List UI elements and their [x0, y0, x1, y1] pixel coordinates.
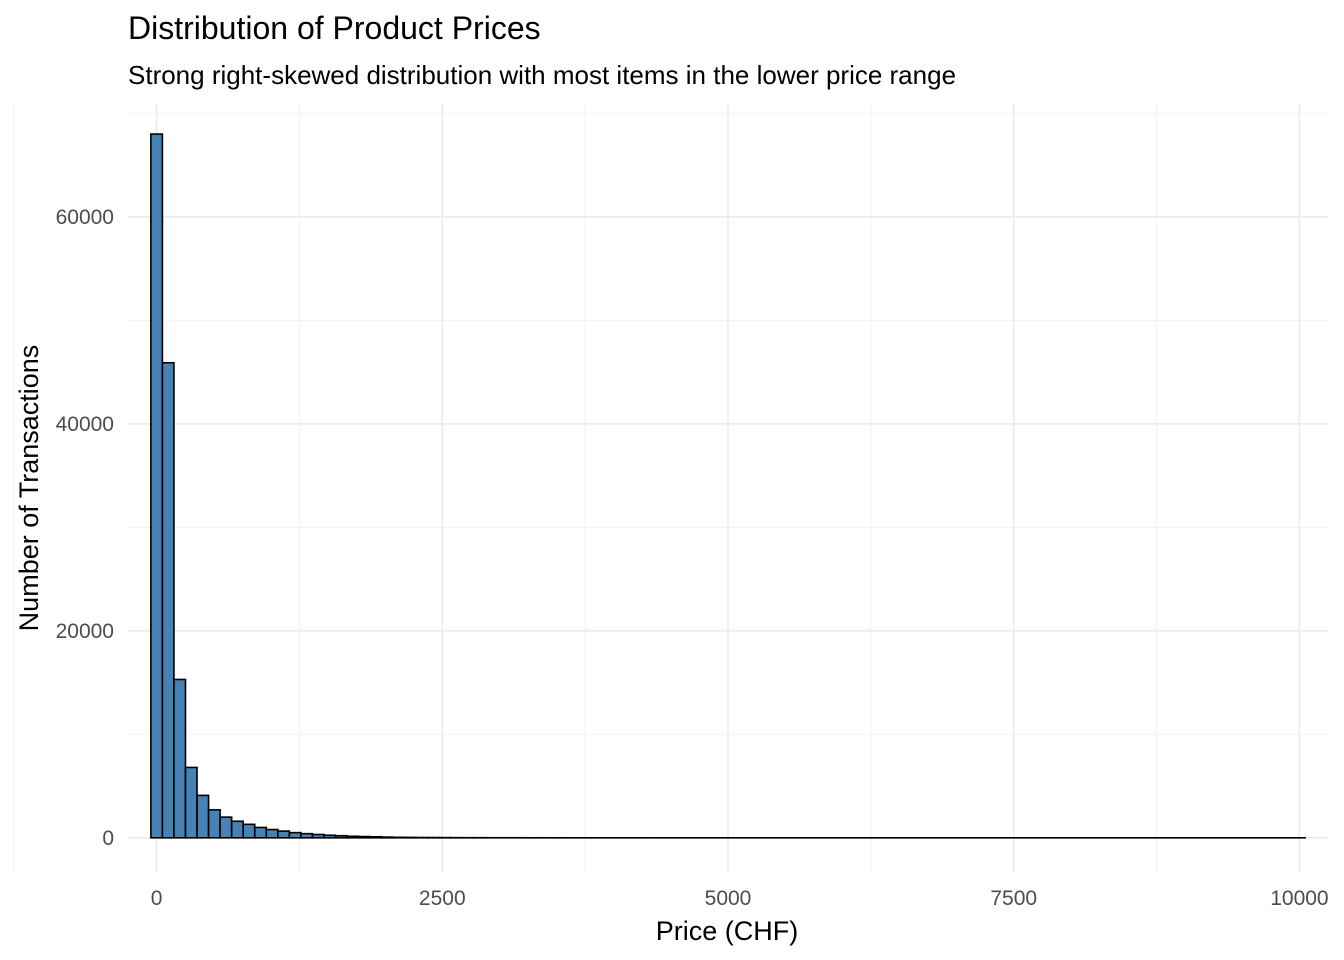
- histogram-bar: [288, 831, 302, 839]
- chart-title: Distribution of Product Prices: [128, 10, 541, 46]
- histogram-bar: [173, 678, 187, 839]
- histogram-bar: [380, 836, 395, 839]
- y-tick-label: 60000: [56, 206, 114, 229]
- histogram-bar: [253, 826, 268, 839]
- x-tick-label: 0: [151, 887, 163, 910]
- histogram-bar: [230, 820, 245, 839]
- y-tick-label: 0: [102, 827, 114, 850]
- histogram-bar: [369, 835, 383, 839]
- x-tick-label: 10000: [1270, 887, 1328, 910]
- histogram-bar: [334, 834, 348, 839]
- chart-subtitle: Strong right-skewed distribution with mo…: [128, 60, 957, 90]
- y-tick-label: 40000: [56, 413, 114, 436]
- histogram-bar: [392, 836, 406, 839]
- histogram-bar: [311, 833, 325, 839]
- histogram-bar: [207, 809, 221, 839]
- x-axis-tick-labels: 0 2500 5000 7500 10000: [151, 887, 1329, 910]
- histogram-bar: [300, 832, 314, 839]
- histogram-bar: [277, 830, 291, 839]
- x-axis-title: Price (CHF): [656, 916, 799, 946]
- y-axis-tick-labels: 0 20000 40000 60000: [56, 206, 114, 850]
- histogram-bar: [219, 816, 233, 839]
- histogram-bar: [265, 828, 279, 839]
- histogram-bars: [150, 133, 1306, 839]
- histogram-bar: [346, 835, 360, 839]
- minor-gridlines: [13, 103, 1328, 873]
- y-axis-title: Number of Transactions: [14, 345, 44, 632]
- histogram-bar: [161, 361, 175, 839]
- x-tick-label: 2500: [419, 887, 466, 910]
- histogram-bar: [323, 834, 337, 839]
- histogram-bar: [184, 766, 198, 839]
- x-tick-label: 7500: [990, 887, 1037, 910]
- y-tick-label: 20000: [56, 620, 114, 643]
- histogram-bar: [357, 835, 371, 839]
- x-tick-label: 5000: [705, 887, 752, 910]
- histogram-bar: [242, 823, 256, 839]
- histogram-bar: [150, 133, 164, 839]
- major-gridlines: [128, 103, 1328, 873]
- histogram-bar: [196, 794, 210, 839]
